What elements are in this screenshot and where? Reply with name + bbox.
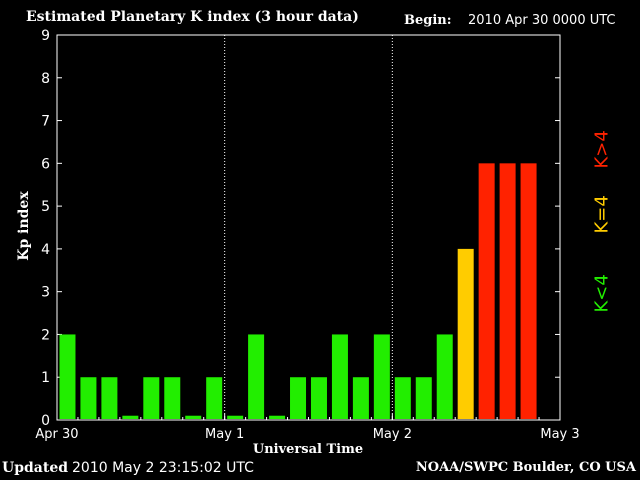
y-tick-label: 9 xyxy=(41,28,50,44)
legend-k-low: K<4 xyxy=(591,274,613,313)
kp-bar xyxy=(290,377,307,419)
kp-bar xyxy=(310,377,327,419)
y-tick-label: 1 xyxy=(41,370,50,386)
kp-bar xyxy=(373,334,390,419)
kp-bar xyxy=(478,163,495,419)
plot-area: 0 1 2 3 4 5 6 7 8 9 Apr 30 May 1 May 2 May 3 xyxy=(35,28,579,442)
updated-label: Updated xyxy=(2,460,69,476)
kp-bar xyxy=(352,377,369,419)
x-axis-label: Universal Time xyxy=(253,442,363,457)
begin-value: 2010 Apr 30 0000 UTC xyxy=(468,13,616,28)
y-tick-label: 7 xyxy=(41,114,50,130)
kp-bar xyxy=(227,415,244,419)
updated-value: 2010 May 2 23:15:02 UTC xyxy=(72,460,254,476)
kp-bar xyxy=(143,377,160,419)
x-tick-label: Apr 30 xyxy=(35,427,78,442)
kp-bar xyxy=(394,377,411,419)
x-tick-label: May 1 xyxy=(205,427,244,442)
kp-bar xyxy=(101,377,118,419)
y-tick-label: 0 xyxy=(41,413,50,429)
kp-bar xyxy=(80,377,97,419)
y-tick-label: 2 xyxy=(41,327,50,343)
begin-label: Begin: xyxy=(404,13,452,28)
kp-bar xyxy=(499,163,516,419)
y-tick-label: 6 xyxy=(41,156,50,172)
kp-bar xyxy=(185,415,202,419)
kp-bar xyxy=(415,377,432,419)
y-tick-label: 8 xyxy=(41,71,50,87)
y-tick-label: 3 xyxy=(41,285,50,301)
kp-bar xyxy=(457,248,474,419)
x-tick-label: May 3 xyxy=(540,427,579,442)
kp-bar xyxy=(248,334,265,419)
kp-bar xyxy=(59,334,76,419)
chart-title: Estimated Planetary K index (3 hour data… xyxy=(26,9,359,25)
y-tick-label: 4 xyxy=(41,242,50,258)
credit-label: NOAA/SWPC Boulder, CO USA xyxy=(415,460,636,475)
legend-k-high: K>4 xyxy=(591,130,613,169)
kp-bar xyxy=(122,415,139,419)
kp-bar xyxy=(436,334,453,419)
kp-bar xyxy=(269,415,286,419)
kp-bar xyxy=(206,377,223,419)
y-tick-label: 5 xyxy=(41,199,50,215)
kp-bar xyxy=(520,163,537,419)
kp-bar xyxy=(164,377,181,419)
y-axis-label: Kp index xyxy=(16,191,32,261)
x-tick-label: May 2 xyxy=(373,427,412,442)
legend-k-equal: K=4 xyxy=(591,195,613,234)
kp-bar xyxy=(331,334,348,419)
